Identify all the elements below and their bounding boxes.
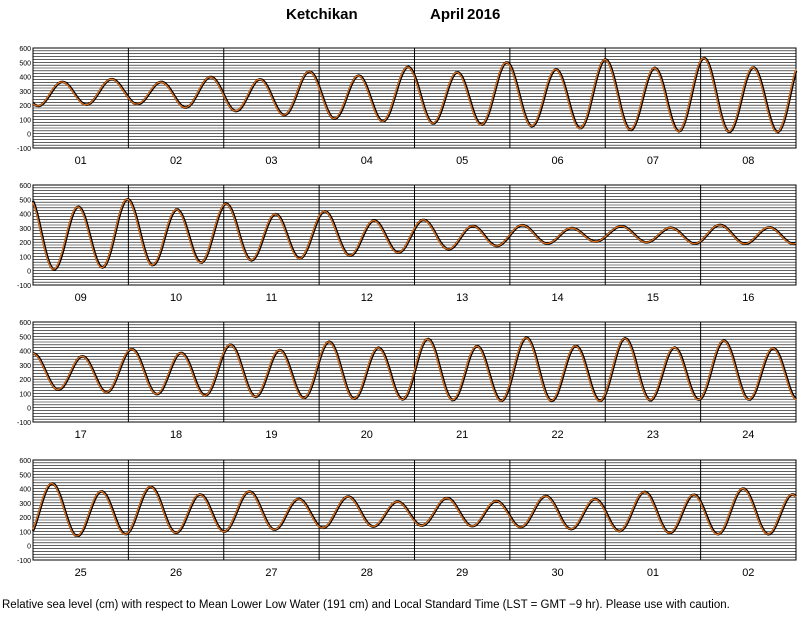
chart-title: Ketchikan April 2016 — [0, 6, 800, 26]
y-tick-label: 600 — [19, 320, 31, 327]
day-label: 14 — [551, 292, 563, 304]
day-label: 13 — [456, 292, 468, 304]
day-label: 29 — [456, 567, 468, 579]
y-tick-label: -100 — [17, 146, 31, 153]
panel-frame — [32, 184, 797, 286]
y-tick-label: -100 — [17, 558, 31, 565]
y-tick-label: 300 — [19, 226, 31, 233]
day-label: 25 — [75, 567, 87, 579]
day-label: 22 — [551, 429, 563, 441]
title-month: April — [430, 6, 465, 23]
title-year: 2016 — [467, 6, 501, 23]
day-label: 12 — [361, 292, 373, 304]
title-location: Ketchikan — [286, 6, 358, 23]
day-label: 19 — [265, 429, 277, 441]
predicted-series — [32, 482, 797, 537]
predicted-series — [32, 336, 797, 402]
day-label: 23 — [647, 429, 659, 441]
day-label: 21 — [456, 429, 468, 441]
day-label: 02 — [170, 155, 182, 167]
day-label: 24 — [742, 429, 754, 441]
y-tick-label: 500 — [19, 334, 31, 341]
day-label: 10 — [170, 292, 182, 304]
y-tick-label: 600 — [19, 458, 31, 465]
day-label: 01 — [647, 567, 659, 579]
day-label: 05 — [456, 155, 468, 167]
day-label: 03 — [265, 155, 277, 167]
day-label: 11 — [266, 292, 277, 304]
day-label: 01 — [75, 155, 87, 167]
y-tick-label: 100 — [19, 391, 31, 398]
y-tick-label: 0 — [27, 544, 31, 551]
day-label: 20 — [361, 429, 373, 441]
y-tick-label: 300 — [19, 501, 31, 508]
predicted-series — [32, 57, 797, 133]
y-tick-label: 300 — [19, 89, 31, 96]
footer-note: Relative sea level (cm) with respect to … — [2, 599, 730, 611]
day-label: 30 — [551, 567, 563, 579]
day-label: 09 — [75, 292, 87, 304]
day-label: 17 — [75, 429, 87, 441]
predicted-series — [32, 198, 797, 270]
y-tick-label: 500 — [19, 472, 31, 479]
y-tick-label: 0 — [27, 132, 31, 139]
y-tick-label: 200 — [19, 240, 31, 247]
day-label: 06 — [551, 155, 563, 167]
panel-frame — [32, 321, 797, 423]
y-tick-label: 0 — [27, 269, 31, 276]
panel-frame — [32, 47, 797, 149]
y-tick-label: 500 — [19, 197, 31, 204]
y-tick-label: 100 — [19, 529, 31, 536]
y-tick-label: 400 — [19, 75, 31, 82]
y-tick-label: 400 — [19, 212, 31, 219]
day-label: 26 — [170, 567, 182, 579]
day-label: 16 — [742, 292, 754, 304]
y-tick-label: -100 — [17, 420, 31, 427]
y-tick-label: 0 — [27, 406, 31, 413]
day-label: 15 — [647, 292, 659, 304]
day-label: 28 — [361, 567, 373, 579]
y-tick-label: 300 — [19, 363, 31, 370]
y-tick-label: 400 — [19, 349, 31, 356]
y-tick-label: 200 — [19, 103, 31, 110]
y-tick-label: 600 — [19, 46, 31, 53]
y-tick-label: 200 — [19, 377, 31, 384]
day-label: 27 — [265, 567, 277, 579]
y-tick-label: 100 — [19, 117, 31, 124]
day-label: 04 — [361, 155, 373, 167]
y-tick-label: -100 — [17, 283, 31, 290]
day-label: 07 — [647, 155, 659, 167]
panel-frame — [32, 459, 797, 561]
day-label: 08 — [742, 155, 754, 167]
day-label: 02 — [742, 567, 754, 579]
y-tick-label: 100 — [19, 254, 31, 261]
y-tick-label: 600 — [19, 183, 31, 190]
day-label: 18 — [170, 429, 182, 441]
y-tick-label: 200 — [19, 515, 31, 522]
y-tick-label: 500 — [19, 60, 31, 67]
y-tick-label: 400 — [19, 487, 31, 494]
